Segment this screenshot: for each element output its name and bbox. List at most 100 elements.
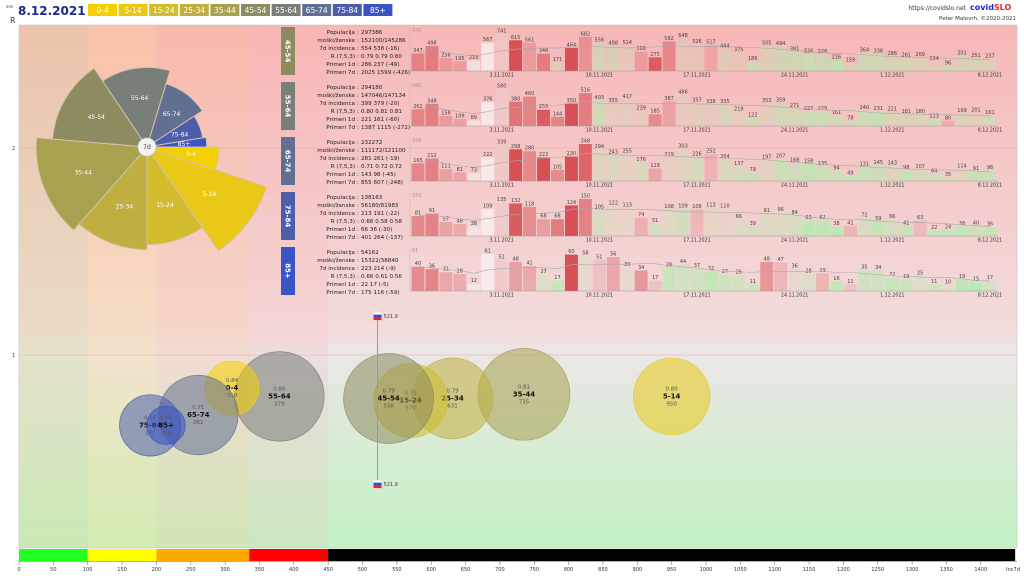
bar-value-label: 150 — [581, 194, 591, 200]
date-tick-label: 17.11.2021 — [683, 293, 710, 299]
bar-value-label: 35 — [945, 172, 951, 178]
x-tick-label: 0 — [17, 567, 20, 573]
bar — [620, 208, 634, 236]
bar-value-label: 48 — [764, 256, 770, 262]
site-url: https://covidslo.net — [908, 5, 966, 12]
date-tick-label: 10.11.2021 — [586, 183, 613, 189]
info-value: 213 191 (-22) — [361, 211, 399, 217]
bar — [732, 112, 746, 126]
legend-swatch — [363, 4, 393, 16]
bar — [732, 52, 746, 71]
info-value: 0.79 0.79 0.80 — [361, 54, 402, 60]
bar-value-label: 275 — [650, 52, 660, 58]
bar-value-label: 221 — [888, 106, 898, 112]
info-label: R (7,5,3) — [331, 54, 355, 60]
bar — [467, 226, 481, 236]
panel-45-54: 45-54Populacija:297386moški/ženske:15210… — [281, 27, 1002, 79]
info-label: Primeri 7d — [326, 290, 355, 296]
bar-value-label: 348 — [539, 48, 549, 54]
bar-value-label: 165 — [413, 158, 423, 164]
bar-value-label: 269 — [915, 52, 925, 58]
info-value: 143 98 (-45) — [361, 172, 396, 178]
panel-max-label: 61 — [412, 248, 418, 254]
bar-value-label: 294 — [595, 144, 605, 150]
bar-value-label: 36 — [791, 264, 797, 270]
bar-value-label: 131 — [860, 162, 870, 168]
bar — [634, 270, 648, 291]
bubble-incidence-label: 735 — [519, 399, 530, 405]
flag-icon-blue — [373, 314, 382, 318]
info-value: 286 237 (-49) — [361, 62, 399, 68]
bar-value-label: 561 — [525, 37, 535, 43]
bubble-incidence-label: 379 — [274, 401, 285, 407]
info-label: moški/ženske — [317, 37, 355, 44]
bar-value-label: 567 — [483, 37, 493, 43]
bar — [802, 164, 816, 181]
date-tick-label: 24.11.2021 — [781, 238, 808, 244]
y-tick-label: 1 — [12, 353, 15, 359]
reference-marker-top: 521.9 — [373, 311, 398, 321]
y-tick-label: 2 — [12, 146, 15, 152]
date-tick-label: 1.12.2021 — [880, 238, 904, 244]
panel-max-label: 580 — [412, 83, 422, 89]
legend-label: 55-64 — [275, 6, 297, 15]
pie-slice-label: 55-64 — [131, 95, 149, 102]
date-tick-label: 1.12.2021 — [880, 128, 904, 134]
bar-value-label: 161 — [832, 110, 842, 116]
legend-swatch — [332, 4, 362, 16]
avg-line — [417, 101, 990, 117]
bar-value-label: 81 — [457, 167, 463, 173]
info-sep: : — [357, 180, 359, 186]
bar — [564, 254, 578, 291]
info-label: Primeri 7d — [326, 235, 355, 241]
bubble-group-label: 25-34 — [441, 394, 464, 402]
bar — [955, 55, 969, 71]
bar-value-label: 444 — [720, 43, 730, 49]
legend-item-35-44: 35-44 — [210, 4, 240, 16]
bar-value-label: 113 — [706, 203, 716, 209]
info-label: Populacija — [327, 140, 355, 146]
bar-value-label: 108 — [692, 204, 702, 210]
bar-value-label: 261 — [901, 52, 911, 58]
pie-slice-85+ — [146, 136, 208, 148]
bar-value-label: 176 — [636, 157, 646, 163]
bar-value-label: 51 — [596, 255, 602, 261]
bar-value-label: 111 — [441, 164, 451, 170]
bar — [746, 61, 760, 71]
info-label: 7d incidenca — [319, 46, 355, 52]
info-label: Primeri 1d — [326, 172, 355, 178]
bar — [704, 271, 718, 291]
bar — [843, 225, 857, 236]
bar — [620, 267, 634, 291]
bar-value-label: 682 — [581, 31, 591, 37]
info-sep: : — [357, 117, 359, 123]
panel-tab-label: 75-84 — [284, 205, 292, 228]
bar-value-label: 186 — [748, 56, 758, 62]
x-tick-label: 350 — [255, 567, 265, 573]
bar — [690, 209, 704, 236]
info-label: Primeri 1d — [326, 227, 355, 233]
bar-value-label: 143 — [888, 160, 898, 166]
panel-55-64: 55-64Populacija:294180moški/ženske:14704… — [281, 82, 1002, 134]
bar — [857, 269, 871, 291]
bar — [718, 208, 732, 236]
bar — [746, 118, 760, 126]
brand-logo: covidSLO — [970, 3, 1011, 12]
bar — [551, 280, 564, 291]
avg-line — [417, 207, 990, 227]
bar-value-label: 375 — [734, 47, 744, 53]
pie-slice-5-14 — [145, 146, 268, 252]
bar — [760, 213, 774, 236]
bar-value-label: 498 — [609, 41, 619, 47]
bar-value-label: 231 — [874, 106, 884, 112]
info-value: 66 36 (-30) — [361, 227, 392, 233]
bar-value-label: 201 — [971, 108, 981, 114]
bar — [425, 158, 439, 181]
info-label: R (7,5,3) — [331, 274, 355, 280]
bar — [983, 170, 997, 181]
bar — [467, 120, 481, 126]
bar — [523, 266, 537, 291]
